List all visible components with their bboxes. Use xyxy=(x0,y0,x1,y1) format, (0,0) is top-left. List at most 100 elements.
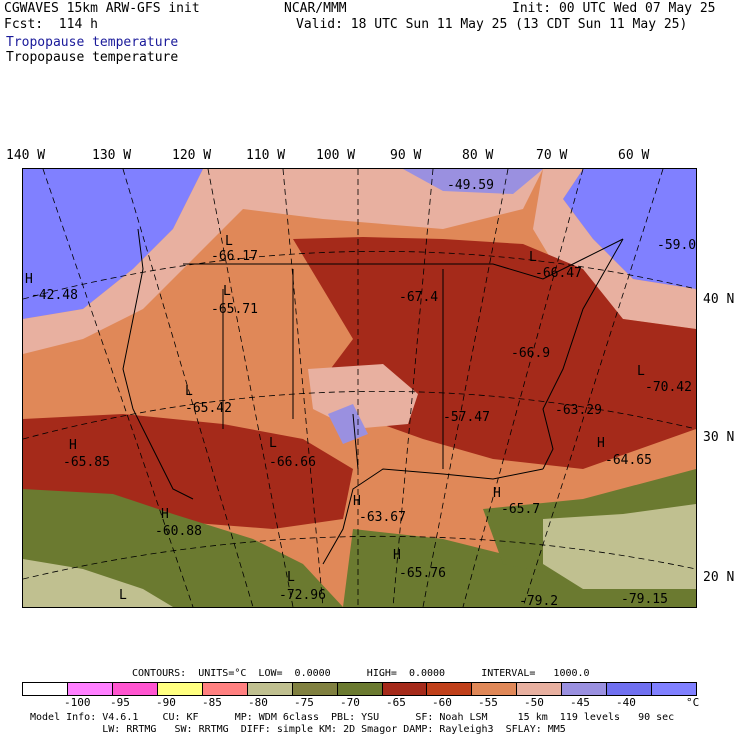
shade-pink-east xyxy=(533,169,696,329)
valid-time: Valid: 18 UTC Sun 11 May 25 (13 CDT Sun … xyxy=(296,17,688,32)
map-label: -57.47 xyxy=(443,410,490,425)
map-label: -79.15 xyxy=(621,592,668,607)
legend-swatch xyxy=(246,683,292,695)
legend-swatch xyxy=(66,683,112,695)
map-label: L xyxy=(269,436,277,451)
map-label: L xyxy=(529,250,537,265)
tropopause-temperature-map: H -42.48 L -66.17 L -65.71 -49.59 -59.0 … xyxy=(22,168,697,608)
legend-swatch xyxy=(426,683,472,695)
legend-tick: -95 xyxy=(110,696,130,709)
map-label: -49.59 xyxy=(447,178,494,193)
legend-swatch xyxy=(111,683,157,695)
legend-swatch xyxy=(156,683,202,695)
legend-swatch xyxy=(291,683,337,695)
map-label: L xyxy=(185,384,193,399)
shade-blue-west xyxy=(23,169,203,319)
shade-pink-west xyxy=(23,169,253,354)
coastlines xyxy=(122,228,624,565)
center-title: NCAR/MMM xyxy=(284,1,347,16)
legend-tick: -60 xyxy=(432,696,452,709)
legend-tick: -65 xyxy=(386,696,406,709)
map-label: H xyxy=(69,438,77,453)
graticule xyxy=(23,169,696,607)
init-time: Init: 00 UTC Wed 07 May 25 xyxy=(512,1,716,16)
map-label: L xyxy=(119,588,127,603)
legend-swatch xyxy=(336,683,382,695)
map-label: H xyxy=(493,486,501,501)
legend-tick: -90 xyxy=(156,696,176,709)
forecast-hour: Fcst: 114 h xyxy=(4,17,98,32)
legend-tick: -80 xyxy=(248,696,268,709)
legend-swatch xyxy=(606,683,652,695)
map-label: -65.7 xyxy=(501,502,541,517)
legend-swatch xyxy=(201,683,247,695)
shade-blue-east xyxy=(563,169,696,289)
map-label: -66.47 xyxy=(535,266,582,281)
map-label: -66.66 xyxy=(269,455,316,470)
map-label: -63.67 xyxy=(359,510,406,525)
legend-tick: -45 xyxy=(570,696,590,709)
legend-tick: -55 xyxy=(478,696,498,709)
legend-unit: °C xyxy=(686,696,700,709)
map-label: -65.85 xyxy=(63,455,110,470)
map-label: L xyxy=(287,570,295,585)
map-label: H xyxy=(597,436,605,451)
map-label: L xyxy=(223,284,231,299)
model-info-line1: Model Info: V4.6.1 CU: KF MP: WDM 6class… xyxy=(30,712,675,723)
map-label: L xyxy=(637,364,645,379)
field-title-contour: Tropopause temperature xyxy=(6,50,179,65)
legend-tick: -85 xyxy=(202,696,222,709)
map-label: -64.65 xyxy=(605,453,652,468)
lat-label: 30 N xyxy=(703,430,735,445)
legend-swatch xyxy=(516,683,562,695)
map-label: -42.48 xyxy=(31,288,78,303)
lon-label: 120 W xyxy=(172,148,212,163)
lon-label: 80 W xyxy=(462,148,494,163)
map-label: H xyxy=(25,272,33,287)
legend-swatch xyxy=(381,683,427,695)
lat-label: 20 N xyxy=(703,570,735,585)
legend-tick: -75 xyxy=(294,696,314,709)
legend-tick: -100 xyxy=(64,696,91,709)
lon-label: 60 W xyxy=(618,148,650,163)
legend-contour-info: CONTOURS: UNITS=°C LOW= 0.0000 HIGH= 0.0… xyxy=(132,668,590,679)
map-label: L xyxy=(225,234,233,249)
field-title-shaded: Tropopause temperature xyxy=(6,35,179,50)
map-label: H xyxy=(353,494,361,509)
lon-label: 110 W xyxy=(246,148,286,163)
lon-label: 100 W xyxy=(316,148,356,163)
map-label: -66.9 xyxy=(511,346,551,361)
map-label: -70.42 xyxy=(645,380,692,395)
map-label: H xyxy=(393,548,401,563)
legend-swatch xyxy=(23,683,67,695)
map-label: -79.2 xyxy=(519,594,559,608)
legend-swatch xyxy=(561,683,607,695)
legend-tick: -40 xyxy=(616,696,636,709)
legend-tick: -70 xyxy=(340,696,360,709)
map-label: -72.96 xyxy=(279,588,326,603)
map-label: -67.4 xyxy=(399,290,439,305)
lon-label: 130 W xyxy=(92,148,132,163)
legend-swatch xyxy=(471,683,517,695)
map-label: -65.71 xyxy=(211,302,258,317)
color-legend xyxy=(22,682,697,696)
lon-label: 90 W xyxy=(390,148,422,163)
lon-label: 140 W xyxy=(6,148,46,163)
shade-khaki-pacific xyxy=(23,559,173,607)
legend-swatch xyxy=(651,683,697,695)
lat-label: 40 N xyxy=(703,292,735,307)
legend-tick: -50 xyxy=(524,696,544,709)
map-label: -66.17 xyxy=(211,249,258,264)
map-canvas xyxy=(23,169,696,607)
map-label: -65.42 xyxy=(185,401,232,416)
map-label: H xyxy=(161,507,169,522)
shade-khaki-caribbean xyxy=(543,504,696,589)
map-label: -63.29 xyxy=(555,403,602,418)
map-label: -59.0 xyxy=(657,238,697,253)
shade-lavender-north xyxy=(403,169,543,194)
model-info-line2: LW: RRTMG SW: RRTMG DIFF: simple KM: 2D … xyxy=(30,724,566,735)
map-label: -60.88 xyxy=(155,524,202,539)
lon-label: 70 W xyxy=(536,148,568,163)
model-title: CGWAVES 15km ARW-GFS init xyxy=(4,1,200,16)
map-label: -65.76 xyxy=(399,566,446,581)
